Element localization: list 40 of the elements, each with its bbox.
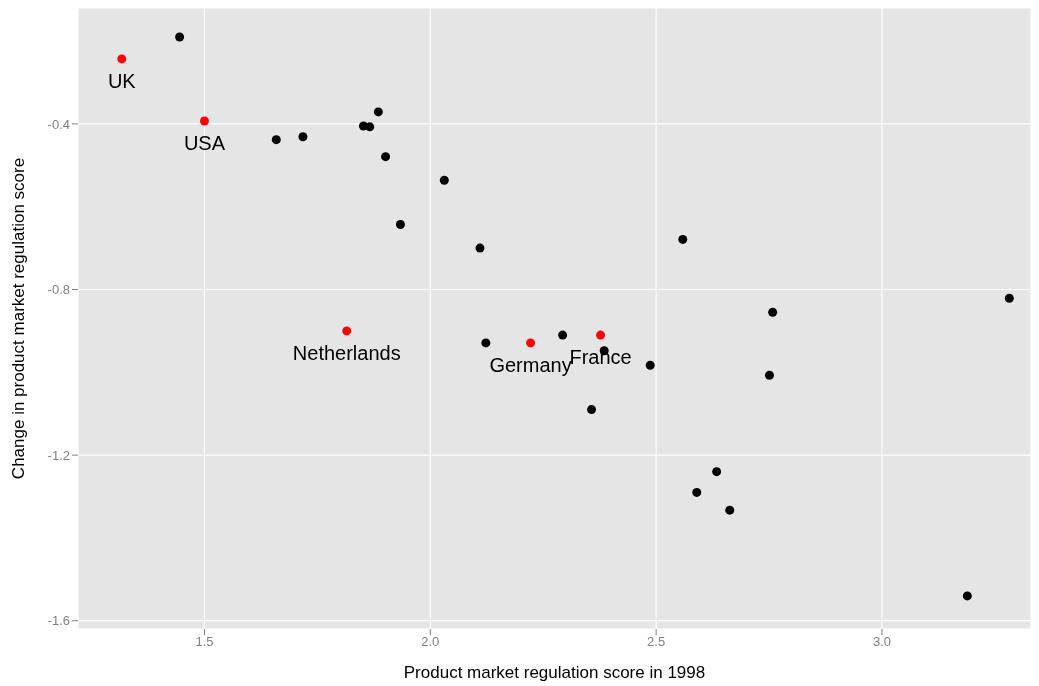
point [481,338,491,348]
point [678,234,688,244]
point [712,467,722,477]
x-axis-title: Product market regulation score in 1998 [403,663,706,682]
point [199,116,209,126]
point [725,505,735,515]
y-tick-label: -0.8 [47,282,70,298]
point [381,152,391,162]
point [395,220,405,230]
x-tick-label: 1.5 [195,634,214,650]
point [962,591,972,601]
point [768,307,778,317]
point [439,175,449,185]
point [271,135,281,145]
annotation: USA [183,132,226,155]
x-tick-label: 3.0 [872,634,891,650]
x-tick-label: 2.5 [647,634,666,650]
point [475,243,485,253]
y-axis-title: Change in product market regulation score [9,157,29,480]
point [764,370,774,380]
annotation: UK [107,69,137,92]
point [373,107,383,117]
point [1004,293,1014,303]
point [526,338,536,348]
point [117,54,127,64]
point [596,330,606,340]
x-tick-label: 2.0 [421,634,440,650]
point [175,32,185,42]
y-tick-label: -0.4 [47,116,70,132]
point [558,330,568,340]
point [645,360,655,370]
y-tick-label: -1.6 [47,613,70,629]
point [298,132,308,142]
point [342,326,352,336]
point [365,122,375,132]
annotation: Netherlands [292,341,401,364]
annotation: Germany [489,353,572,376]
y-tick-label: -1.2 [47,447,70,463]
point [692,487,702,497]
point [587,405,597,415]
